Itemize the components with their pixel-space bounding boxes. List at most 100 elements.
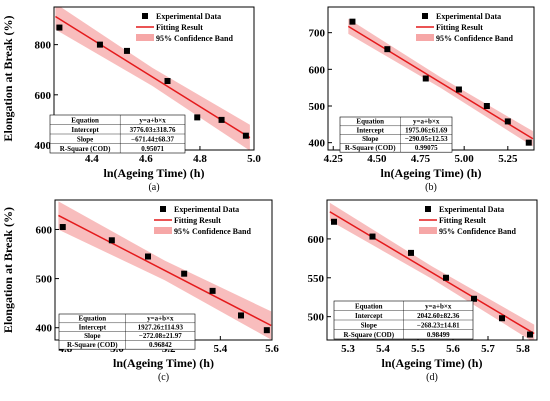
data-point	[59, 224, 66, 231]
data-point	[369, 233, 376, 240]
data-point	[349, 18, 356, 25]
legend-entry: Experimental Data	[436, 12, 501, 21]
fit-line	[347, 25, 534, 140]
x-axis-label: ln(Ageing Time) (h)	[382, 356, 483, 370]
plot-area	[55, 7, 251, 150]
y-tick-label: 400	[35, 140, 52, 152]
fit-line	[58, 214, 272, 327]
legend: Experimental Data Fitting Result 95% Confi…	[136, 12, 233, 43]
data-point	[455, 86, 462, 93]
panel-label: (b)	[425, 182, 437, 193]
y-tick-label: 700	[309, 28, 326, 40]
x-tick-label: 4.8	[193, 153, 207, 165]
x-tick-label: 5.3	[341, 343, 355, 355]
table-cell-value: 0.98499	[427, 331, 450, 339]
x-tick-label: 5.6	[446, 343, 460, 355]
table-cell-label: Intercept	[71, 126, 99, 134]
x-tick-label: 4.6	[139, 153, 153, 165]
fit-line	[329, 211, 535, 335]
table-cell-value: −272.08±21.97	[139, 332, 182, 340]
legend-entry: Experimental Data	[174, 205, 239, 214]
data-point	[108, 237, 115, 244]
x-tick-label: 5.25	[498, 153, 518, 165]
plot-area	[58, 201, 272, 340]
legend-entry: 95% Confidence Band	[174, 227, 251, 236]
data-point	[238, 312, 244, 319]
data-point	[96, 41, 103, 48]
data-point	[181, 270, 188, 277]
panel-label: (c)	[158, 372, 169, 383]
data-point	[331, 218, 337, 225]
table-cell-value: y=a+b×x	[147, 315, 174, 323]
data-point	[527, 331, 533, 338]
x-axis-label: ln(Ageing Time) (h)	[104, 166, 205, 180]
table-cell-value: 0.95071	[141, 145, 164, 153]
data-point	[123, 47, 130, 54]
chart-panel-b: 4.25 4.50 4.75 5.00 5.25 400 500 600 700 ln(Agein…	[309, 6, 535, 193]
table-cell-label: R-Square (COD)	[60, 145, 111, 153]
data-point	[525, 139, 532, 146]
y-tick-label: 500	[36, 274, 53, 286]
x-tick-label: 4.50	[367, 153, 387, 165]
table-cell-label: Slope	[77, 135, 93, 143]
x-tick-label: 4.25	[324, 153, 344, 165]
table-cell-label: Equation	[71, 116, 99, 124]
legend-marker-icon	[425, 206, 431, 212]
x-axis-label: ln(Ageing Time) (h)	[113, 356, 214, 370]
table-cell-value: 2042.60±82.36	[417, 312, 460, 320]
legend-band-icon	[416, 34, 434, 41]
table-cell-label: Intercept	[79, 323, 107, 331]
table-cell-value: y=a+b×x	[425, 302, 452, 310]
legend-band-icon	[154, 227, 172, 234]
data-point	[471, 295, 477, 302]
data-point	[164, 78, 171, 85]
x-tick-label: 4.75	[411, 153, 431, 165]
data-point	[443, 274, 449, 281]
data-point	[483, 103, 490, 109]
data-point	[242, 132, 249, 139]
data-point	[384, 46, 391, 53]
table-cell-label: Slope	[362, 135, 378, 143]
legend-entry: 95% Confidence Band	[436, 34, 513, 43]
legend-entry: Fitting Result	[156, 23, 203, 32]
y-axis-label: Elongation at Break (%)	[1, 15, 15, 141]
legend-entry: Fitting Result	[436, 23, 483, 32]
table-cell-value: −290.05±12.53	[405, 135, 448, 143]
x-tick-label: 5.8	[516, 343, 530, 355]
x-tick-label: 5.00	[455, 153, 475, 165]
legend: Experimental Data Fitting Result 95% Confi…	[416, 12, 513, 43]
y-tick-label: 600	[309, 64, 326, 76]
table-cell-value: 0.99075	[415, 144, 438, 152]
chart-panel-d: 5.3 5.4 5.5 5.6 5.7 5.8 500 550 600 ln(Ageing Tim…	[308, 199, 538, 383]
plot-area	[329, 202, 535, 340]
y-tick-label: 800	[35, 40, 52, 52]
plot-area	[347, 18, 534, 147]
data-point	[56, 24, 63, 31]
axes-frame	[326, 199, 538, 341]
table-cell-value: y=a+b×x	[413, 118, 440, 126]
x-tick-label: 5.0	[247, 153, 261, 165]
y-tick-label: 500	[309, 101, 326, 113]
legend: Experimental Data Fitting Result 95% Confi…	[419, 205, 516, 236]
y-tick-label: 600	[308, 234, 325, 246]
legend: Experimental Data Fitting Result 95% Confi…	[154, 205, 251, 236]
table-cell-value: −671.44±68.37	[131, 135, 174, 143]
confidence-band	[329, 202, 535, 340]
table-cell-label: Intercept	[356, 126, 384, 134]
data-point	[499, 315, 505, 322]
legend-entry: 95% Confidence Band	[156, 34, 233, 43]
y-axis-label: Elongation at Break (%)	[1, 207, 15, 333]
y-tick-label: 600	[35, 90, 52, 102]
x-tick-label: 5.4	[213, 343, 227, 355]
table-cell-value: y=a+b×x	[139, 116, 166, 124]
data-point	[408, 249, 414, 256]
table-cell-label: Equation	[356, 118, 384, 126]
table-cell-value: 0.96842	[149, 341, 172, 349]
y-tick-label: 400	[309, 138, 326, 150]
data-point	[422, 75, 429, 82]
legend-entry: Fitting Result	[439, 216, 486, 225]
legend-band-icon	[419, 227, 437, 234]
stats-table: Equation y=a+b×x Intercept 3776.03±318.76 Sl…	[49, 114, 186, 154]
legend-entry: Experimental Data	[156, 12, 221, 21]
